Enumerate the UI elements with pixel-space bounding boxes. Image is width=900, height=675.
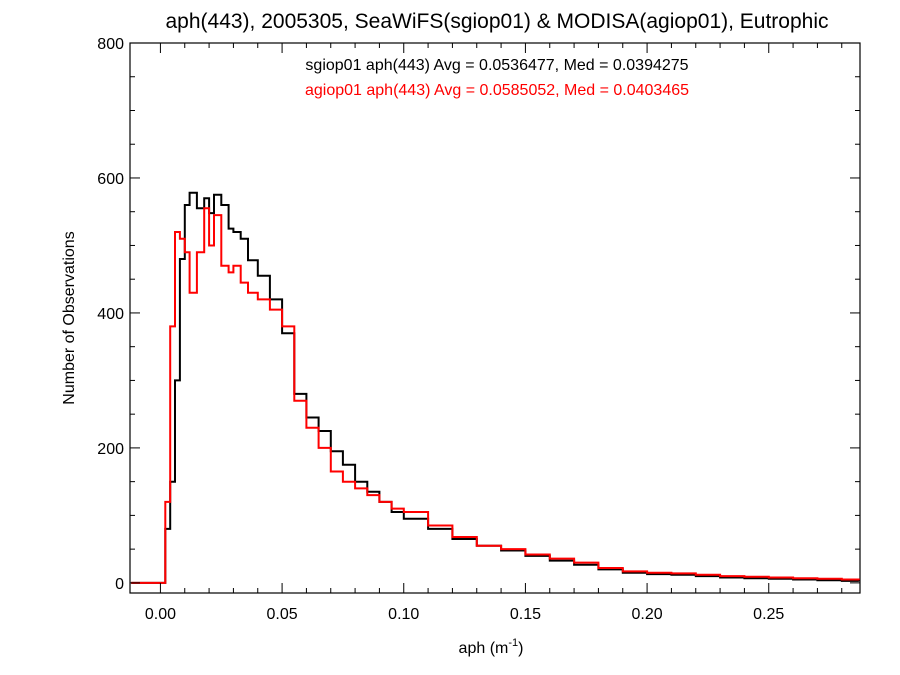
y-tick-label: 800 — [97, 36, 124, 53]
y-tick-label: 0 — [115, 576, 124, 593]
x-axis-label-sup: -1 — [508, 637, 518, 649]
x-tick-label: 0.05 — [267, 606, 298, 623]
y-tick-label: 600 — [97, 171, 124, 188]
x-tick-label: 0.15 — [510, 606, 541, 623]
ticks-layer: 0.00 0.05 0.10 0.15 0.20 0.25 0 200 400 600 800 — [97, 36, 860, 623]
annotation-agiop01: agiop01 aph(443) Avg = 0.0585052, Med = … — [305, 82, 689, 99]
series-line-0 — [131, 191, 860, 584]
x-axis-label-end: ) — [518, 640, 523, 657]
y-tick-label: 400 — [97, 306, 124, 323]
x-axis-label: aph (m-1) — [459, 637, 524, 657]
plot-border — [129, 42, 861, 594]
x-tick-label: 0.00 — [145, 606, 176, 623]
x-tick-label: 0.20 — [632, 606, 663, 623]
series-line-1 — [131, 207, 860, 584]
series-layer — [131, 191, 860, 584]
x-axis-label-text: aph (m — [459, 640, 509, 657]
chart-title: aph(443), 2005305, SeaWiFS(sgiop01) & MO… — [165, 10, 828, 33]
x-tick-label: 0.10 — [388, 606, 419, 623]
y-axis-label: Number of Observations — [61, 231, 78, 404]
y-tick-label: 200 — [97, 441, 124, 458]
x-tick-label: 0.25 — [753, 606, 784, 623]
plot-frame — [129, 42, 861, 594]
annotation-sgiop01: sgiop01 aph(443) Avg = 0.0536477, Med = … — [305, 57, 688, 74]
